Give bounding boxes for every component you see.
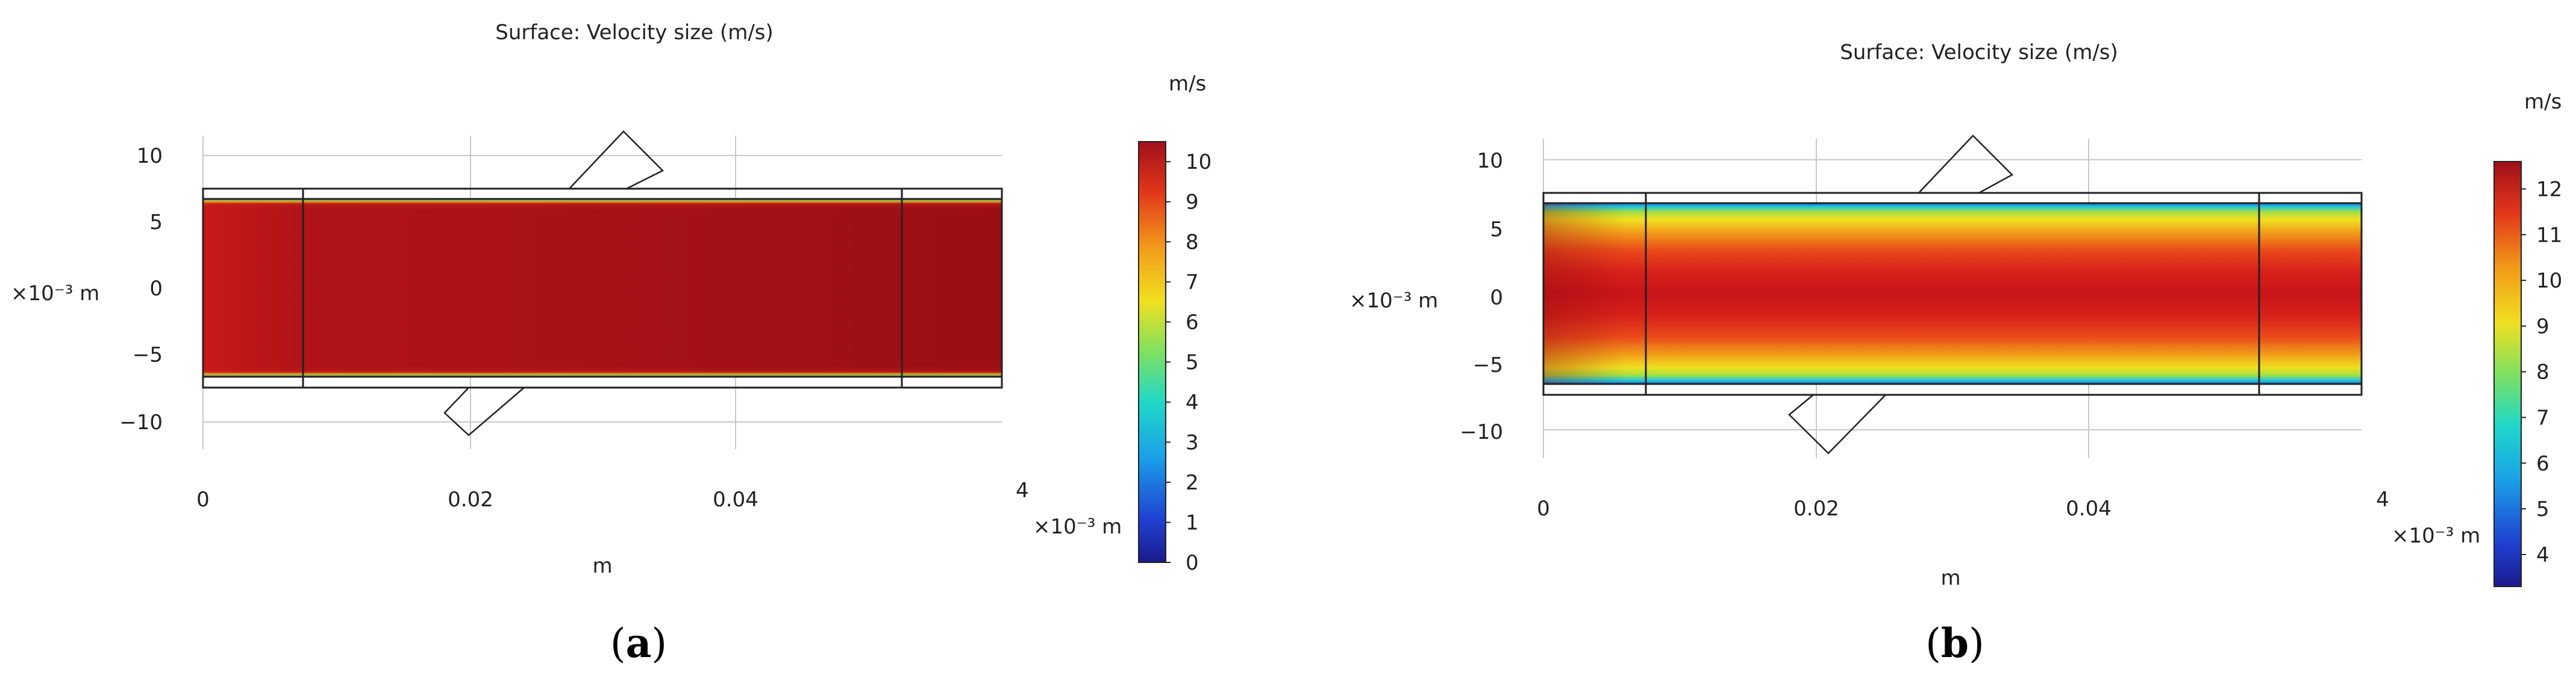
panel-b-ytick: 5 [1490, 218, 1503, 242]
colorbar-tick-label: 3 [1186, 431, 1199, 455]
panel-b-colorbar-unit: m/s [2524, 90, 2562, 114]
panel-b-colorbar [2493, 161, 2522, 587]
panel-a-boundary-layer [203, 199, 1002, 377]
panel-b-geometry [1542, 134, 2363, 455]
panel-b-x-axis-label: m [1940, 566, 1960, 590]
colorbar-tick-label: 11 [2536, 223, 2562, 247]
panel-b-inlet-shading [1543, 203, 2362, 384]
colorbar-tick-label: 5 [2536, 497, 2549, 521]
panel-a-caption: (a) [610, 620, 667, 667]
colorbar-tick-label: 6 [1186, 310, 1199, 335]
panel-a: Surface: Velocity size (m/s) 10 [11, 20, 1211, 667]
panel-b-xtick: 0.04 [2066, 497, 2112, 521]
panel-b-title: Surface: Velocity size (m/s) [1840, 40, 2118, 64]
colorbar-tick-label: 8 [2536, 360, 2549, 385]
panel-a-colorbar [1138, 141, 1166, 563]
colorbar-tick-label: 7 [1186, 271, 1199, 295]
panel-b-y-axis-label: ×10⁻³ m [1349, 289, 1438, 313]
colorbar-tick-label: 10 [2536, 269, 2562, 293]
panel-a-x-multiplier: ×10⁻³ m [1033, 515, 1122, 539]
colorbar-tick-label: 9 [2536, 315, 2549, 339]
panel-a-y-ticks: 10 5 0 −5 −10 [119, 144, 163, 435]
panel-b-colorbar-ticks: 12 11 10 9 8 7 6 5 4 [2521, 177, 2562, 567]
colorbar-tick-label: 4 [1186, 391, 1199, 415]
panel-a-title: Surface: Velocity size (m/s) [495, 20, 774, 45]
panel-a-ytick: 10 [137, 144, 163, 168]
panel-a-x-ticks: 0 0.02 0.04 4 [196, 479, 1029, 512]
panel-a-y-axis-label: ×10⁻³ m [11, 282, 99, 306]
colorbar-tick-label: 9 [1186, 190, 1199, 215]
panel-a-xtick-end: 4 [1016, 479, 1029, 503]
colorbar-tick-label: 8 [1186, 230, 1199, 254]
panel-a-ytick: 0 [149, 277, 163, 301]
colorbar-tick-label: 10 [1186, 150, 1211, 174]
panel-b-y-ticks: 10 5 0 −5 −10 [1460, 149, 1503, 444]
panel-a-ytick: 5 [149, 210, 163, 234]
colorbar-tick-label: 2 [1186, 471, 1199, 495]
panel-a-colorbar-unit: m/s [1169, 72, 1206, 96]
panel-b-caption: (b) [1925, 620, 1984, 667]
panel-a-x-axis-label: m [592, 554, 612, 578]
panel-b-ytick: −10 [1460, 420, 1503, 444]
panel-a-ytick: −10 [119, 410, 163, 435]
panel-a-xtick: 0.04 [713, 488, 758, 512]
colorbar-tick-label: 5 [1186, 351, 1199, 375]
colorbar-tick-label: 6 [2536, 451, 2549, 476]
panel-b-xtick: 0.02 [1793, 497, 1839, 521]
panel-a-ytick: −5 [133, 343, 163, 367]
panel-b-gridlines [1543, 139, 2362, 458]
colorbar-tick-label: 12 [2536, 177, 2562, 201]
colorbar-tick-label: 0 [1186, 551, 1199, 575]
panel-a-xtick: 0 [196, 488, 210, 512]
panel-b-x-ticks: 0 0.02 0.04 4 [1537, 488, 2389, 521]
panel-b-ytick: 10 [1477, 149, 1503, 173]
colorbar-tick-label: 7 [2536, 406, 2549, 430]
panel-b-ytick: 0 [1490, 286, 1503, 310]
panel-b: Surface: Velocity size (m/s) 10 5 0 −5 [1349, 40, 2562, 667]
panel-b-x-multiplier: ×10⁻³ m [2392, 524, 2480, 548]
panel-b-ytick: −5 [1473, 353, 1503, 377]
colorbar-tick-label: 1 [1186, 511, 1199, 535]
colorbar-tick-label: 4 [2536, 543, 2549, 567]
panel-b-xtick: 0 [1537, 497, 1550, 521]
panel-a-geometry [202, 130, 1003, 436]
panel-a-xtick: 0.02 [448, 488, 493, 512]
panel-b-xtick-end: 4 [2376, 488, 2389, 512]
